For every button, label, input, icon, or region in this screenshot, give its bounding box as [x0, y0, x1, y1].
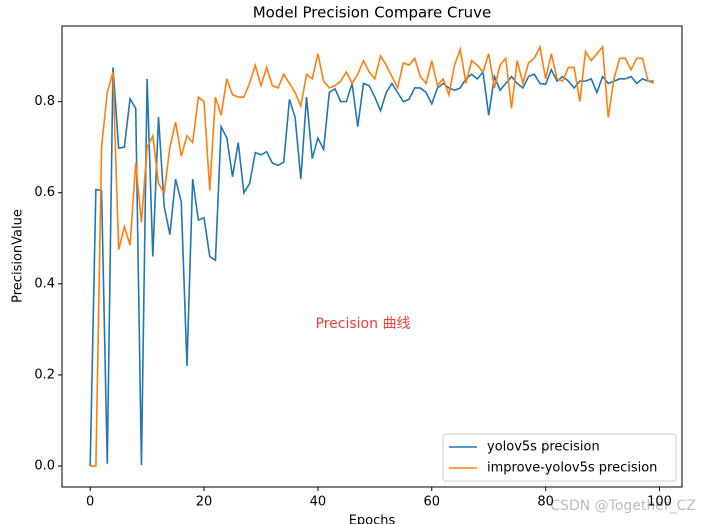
x-tick-label: 100 — [647, 495, 672, 510]
x-tick-label: 60 — [424, 495, 441, 510]
x-tick-label: 20 — [196, 495, 213, 510]
annotation: Precision 曲线 — [316, 316, 411, 332]
plot-frame — [61, 25, 683, 488]
x-tick-label: 40 — [310, 495, 327, 510]
legend: yolov5s precision improve-yolov5s precisi… — [442, 433, 677, 482]
y-tick-label: 0.6 — [34, 185, 55, 200]
y-tick-label: 0.0 — [34, 459, 55, 474]
series-line — [89, 67, 654, 467]
y-tick-label: 0.2 — [34, 367, 55, 382]
legend-box — [442, 433, 677, 482]
legend-label: improve-yolov5s precision — [487, 461, 657, 476]
watermark: CSDN @Together_CZ — [550, 498, 696, 514]
series-line — [90, 44, 655, 467]
x-axis-label: Epochs — [349, 514, 396, 524]
chart-title: Model Precision Compare Cruve — [253, 4, 492, 22]
y-tick-label: 0.4 — [34, 276, 55, 291]
y-tick-label: 0.8 — [34, 94, 55, 109]
x-tick-label: 80 — [537, 495, 554, 510]
y-axis-label: PrecisionValue — [11, 209, 26, 303]
x-tick-label: 0 — [86, 495, 94, 510]
legend-label: yolov5s precision — [487, 440, 600, 455]
